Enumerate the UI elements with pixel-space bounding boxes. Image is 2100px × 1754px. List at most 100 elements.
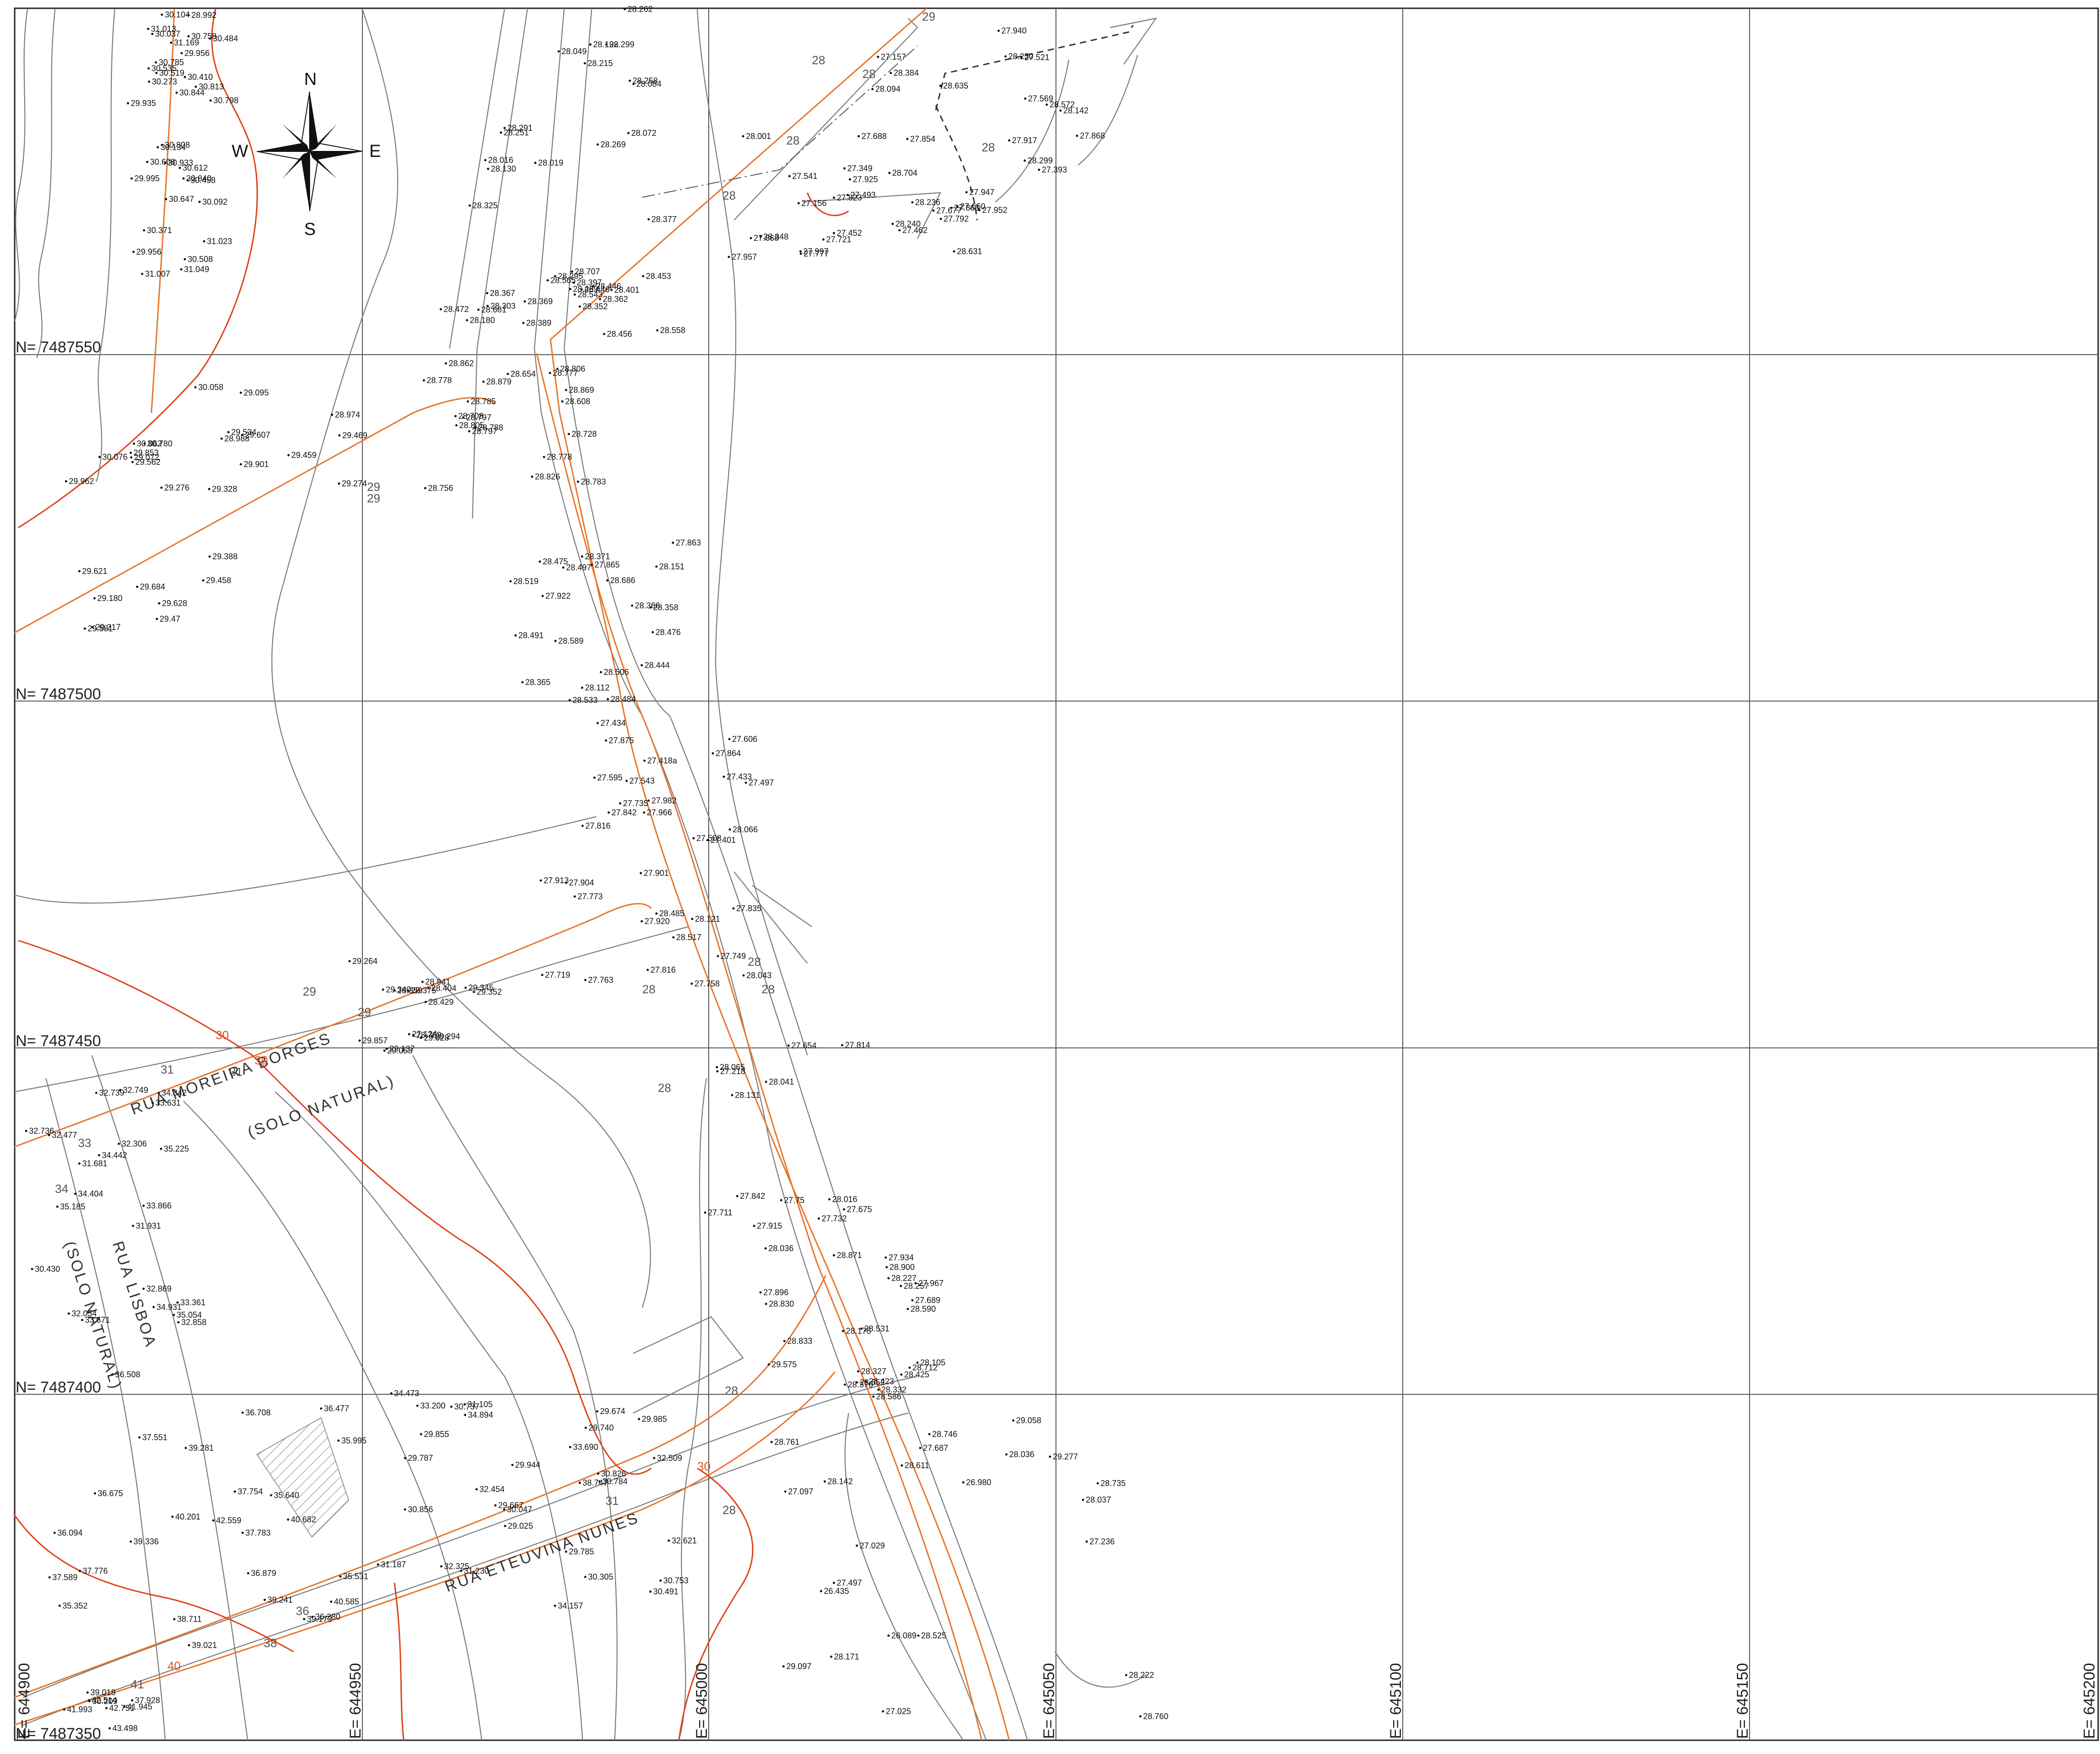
spot-elevation-label: 27.896 <box>763 1288 789 1297</box>
spot-elevation-label: 27.749 <box>721 952 746 961</box>
spot-elevation-point <box>105 1707 108 1709</box>
spot-elevation-point <box>846 194 849 196</box>
spot-elevation-label: 28.016 <box>832 1195 857 1204</box>
spot-elevation-point <box>549 372 551 374</box>
spot-elevation-point <box>906 138 909 140</box>
spot-elevation-label: 40.201 <box>175 1512 200 1521</box>
spot-elevation-point <box>607 811 610 814</box>
street-label-eteuvina-nunes: RUA ETEUVINA NUNES <box>443 1509 642 1596</box>
spot-elevation-point <box>711 752 714 755</box>
spot-elevation-point <box>597 1472 600 1475</box>
spot-elevation-label: 28.180 <box>470 316 495 325</box>
spot-elevation-label: 27.75 <box>784 1196 805 1205</box>
spot-elevation-label: 28.871 <box>837 1251 862 1260</box>
spot-elevation-point <box>142 1287 145 1290</box>
spot-elevation-label: 28.652 <box>860 1378 885 1387</box>
spot-elevation-label: 30.508 <box>188 255 213 264</box>
spot-elevation-label: 27.966 <box>647 808 672 817</box>
hatched-area <box>256 1417 350 1538</box>
dashed-boundary <box>935 105 978 221</box>
spot-elevation-label: 28.365 <box>525 678 550 687</box>
spot-elevation-point <box>649 606 652 609</box>
spot-elevation-label: 28.631 <box>957 247 982 256</box>
spot-elevation-label: 27.865 <box>594 560 620 569</box>
spot-elevation-label: 29.962 <box>69 477 94 486</box>
contour-value-label: 28 <box>982 140 995 154</box>
easting-label: E= 645050 <box>1040 1663 1058 1739</box>
spot-elevation-point <box>888 172 891 174</box>
spot-elevation-point <box>157 1091 160 1094</box>
spot-elevation-label: 39.241 <box>267 1595 293 1604</box>
spot-elevation-point <box>704 1211 706 1214</box>
spot-elevation-point <box>233 1490 236 1493</box>
spot-elevation-point <box>129 1540 132 1543</box>
spot-elevation-point <box>65 480 67 483</box>
spot-elevation-point <box>1023 159 1026 162</box>
spot-elevation-label: 29.345 <box>468 983 494 992</box>
spot-elevation-label: 27.777 <box>804 249 829 258</box>
spot-elevation-point <box>460 1570 462 1572</box>
spot-elevation-point <box>569 1446 572 1448</box>
spot-elevation-label: 29.534 <box>231 428 256 437</box>
spot-elevation-point <box>187 14 190 17</box>
spot-elevation-point <box>655 912 658 915</box>
fence-line <box>802 192 941 239</box>
spot-elevation-label: 32.477 <box>52 1130 77 1140</box>
spot-elevation-label: 28.037 <box>1086 1495 1111 1504</box>
spot-elevation-label: 29.028 <box>424 1033 449 1042</box>
contour-value-label: 33 <box>78 1136 91 1150</box>
spot-elevation-label: 28.404 <box>431 984 456 993</box>
spot-elevation-label: 28.257 <box>904 1281 929 1291</box>
spot-elevation-point <box>655 565 658 568</box>
spot-elevation-label: 28.833 <box>787 1336 812 1346</box>
spot-elevation-point <box>178 167 181 169</box>
spot-elevation-point <box>209 99 212 102</box>
spot-elevation-point <box>358 1039 361 1042</box>
spot-elevation-label: 28.131 <box>735 1091 760 1100</box>
spot-elevation-label: 28.303 <box>490 301 516 311</box>
spot-elevation-label: 27.816 <box>650 965 676 974</box>
contour-value-label: 31 <box>161 1063 174 1076</box>
spot-elevation-label: 28.384 <box>894 68 919 78</box>
spot-elevation-label: 33.671 <box>85 1315 110 1325</box>
spot-elevation-label: 28.704 <box>892 168 917 178</box>
spot-elevation-point <box>86 1691 89 1694</box>
spot-elevation-point <box>202 579 205 582</box>
spot-elevation-label: 28.389 <box>526 318 551 328</box>
spot-elevation-point <box>440 1565 443 1568</box>
spot-elevation-label: 29.095 <box>244 388 269 397</box>
spot-elevation-label: 28.444 <box>644 661 670 670</box>
spot-elevation-label: 35.352 <box>62 1601 88 1610</box>
spot-elevation-label: 28.708 <box>458 412 483 421</box>
spot-elevation-point <box>311 1615 314 1618</box>
spot-elevation-point <box>800 252 802 255</box>
spot-elevation-point <box>464 986 467 989</box>
spot-elevation-point <box>891 223 894 225</box>
spot-elevation-point <box>531 475 533 478</box>
spot-elevation-point <box>1020 56 1023 59</box>
spot-elevation-label: 30.273 <box>152 77 177 86</box>
spot-elevation-label: 29.072 <box>134 453 159 462</box>
spot-elevation-point <box>127 102 129 105</box>
spot-elevation-point <box>908 1366 911 1369</box>
spot-elevation-point <box>765 1080 767 1083</box>
spot-elevation-point <box>569 288 572 290</box>
spot-elevation-point <box>627 132 630 134</box>
spot-elevation-label: 29.276 <box>164 483 189 492</box>
spot-elevation-label: 30.209 <box>92 1697 117 1706</box>
dashdot-line <box>642 45 918 198</box>
spot-elevation-point <box>463 1403 466 1406</box>
contour-line <box>183 1101 483 1741</box>
spot-elevation-point <box>129 451 132 454</box>
spot-elevation-label: 27.434 <box>600 718 626 728</box>
spot-elevation-label: 29.857 <box>362 1036 388 1045</box>
spot-elevation-point <box>164 161 167 164</box>
spot-elevation-label: 27.521 <box>1024 53 1050 62</box>
spot-elevation-point <box>227 431 230 434</box>
spot-elevation-label: 28.788 <box>478 423 503 432</box>
spot-elevation-point <box>220 437 223 440</box>
spot-elevation-point <box>603 333 606 335</box>
spot-elevation-label: 28.043 <box>746 971 772 980</box>
spot-elevation-label: 28.367 <box>490 289 515 298</box>
